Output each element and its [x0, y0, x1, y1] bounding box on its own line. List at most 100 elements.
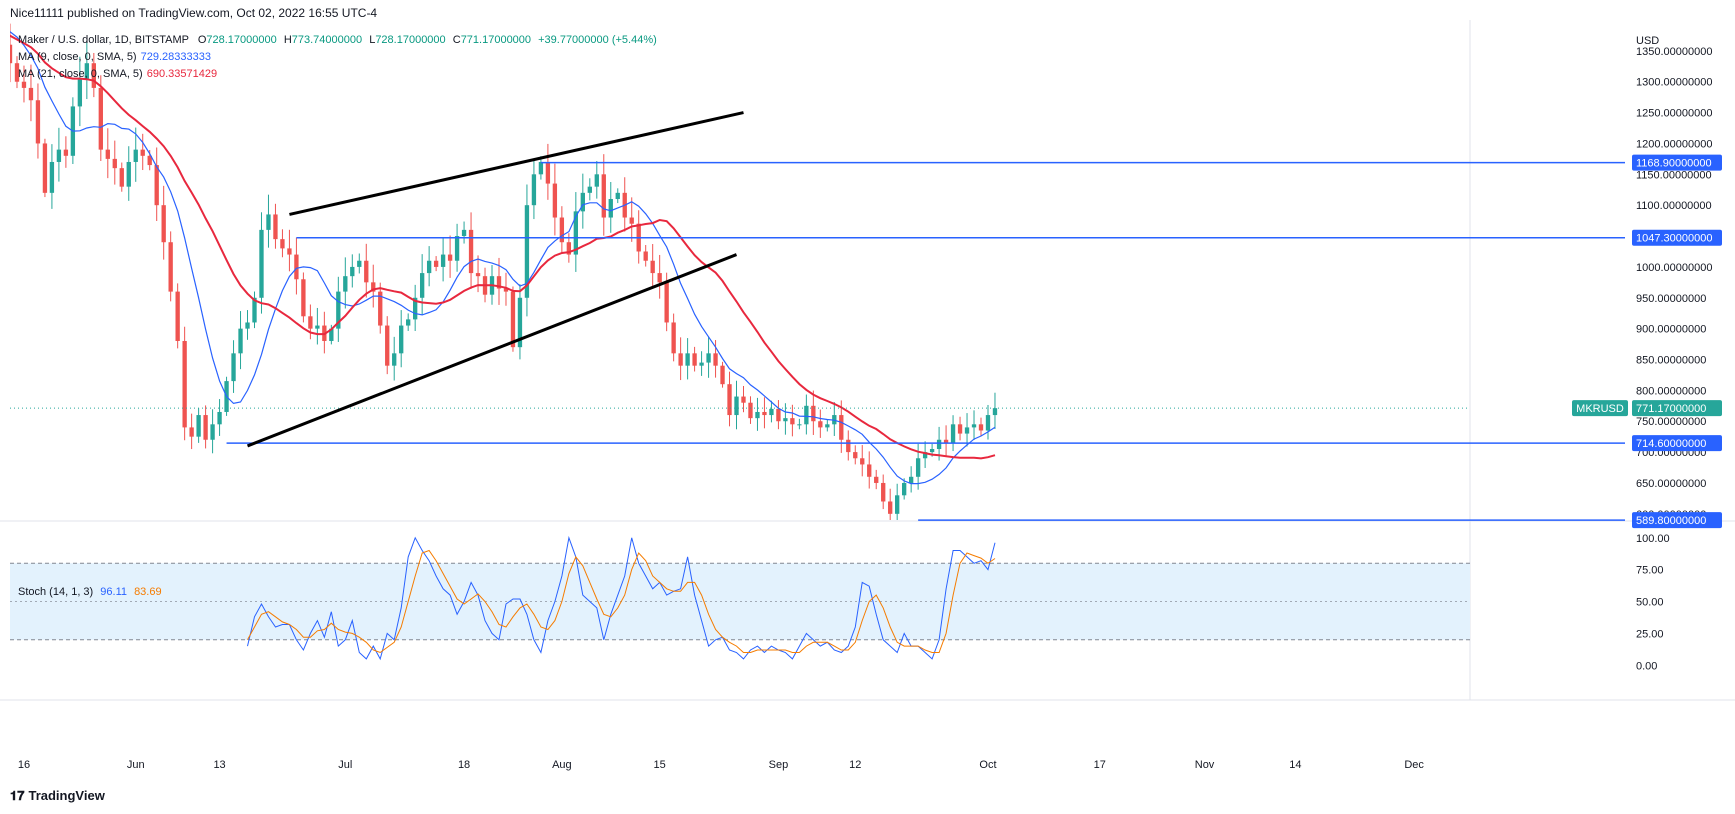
- candle-body: [943, 439, 949, 443]
- candle-body: [804, 405, 809, 425]
- candle-body: [517, 297, 523, 348]
- candle-body: [769, 408, 774, 416]
- level-label-text: 714.60000000: [1636, 438, 1706, 450]
- candle-body: [664, 282, 669, 323]
- stoch-pane: 0.00 25.00 50.00 75.00 100.00: [10, 533, 1670, 672]
- level-price-label: 1168.90000000: [1632, 154, 1722, 171]
- candle-body: [915, 458, 921, 477]
- candle-body: [273, 214, 278, 240]
- candle-body: [77, 78, 83, 107]
- candle-body: [14, 63, 20, 82]
- candle-body: [287, 248, 292, 255]
- candle-body: [98, 87, 103, 150]
- candle-body: [992, 408, 998, 416]
- candle-body: [175, 291, 180, 341]
- time-tick-label: Jul: [338, 759, 352, 771]
- price-tick-label: 800.00000000: [1636, 385, 1706, 397]
- time-tick-label: Oct: [979, 759, 996, 771]
- stoch-tick-label: 0.00: [1636, 660, 1657, 672]
- candle-body: [901, 482, 907, 496]
- time-tick-label: 18: [458, 759, 470, 771]
- candle-body: [343, 276, 348, 292]
- candle-body: [790, 418, 795, 425]
- candle-body: [608, 199, 613, 218]
- candle-body: [853, 452, 858, 459]
- candle-body: [762, 411, 767, 416]
- stoch-tick-label: 75.00: [1636, 565, 1664, 577]
- price-tick-label: 750.00000000: [1636, 416, 1706, 428]
- price-tick-label: 900.00000000: [1636, 324, 1706, 336]
- price-tick-label: 1250.00000000: [1636, 108, 1712, 120]
- candle-body: [566, 242, 572, 255]
- candle-body: [259, 229, 264, 298]
- candle-body: [657, 273, 662, 283]
- candle-body: [748, 402, 753, 419]
- candle-body: [461, 229, 467, 237]
- candle-body: [147, 155, 152, 166]
- candle-body: [545, 161, 551, 184]
- candle-body: [210, 424, 215, 440]
- level-label-bg: [1632, 435, 1722, 452]
- symbol-label: Maker / U.S. dollar, 1D, BITSTAMP: [18, 34, 189, 46]
- time-tick-label: Nov: [1195, 759, 1215, 771]
- publish-header: Nice11111 published on TradingView.com, …: [10, 6, 377, 20]
- candle-body: [406, 319, 411, 326]
- candle-body: [510, 291, 516, 348]
- price-axis: USD600.00000000650.00000000700.000000007…: [1636, 35, 1712, 521]
- candle-body: [364, 260, 369, 283]
- trend-line[interactable]: [289, 111, 744, 216]
- tradingview-brand[interactable]: 𝟏𝟕 TradingView: [10, 788, 105, 804]
- time-tick-label: Aug: [552, 759, 572, 771]
- candle-body: [741, 396, 746, 403]
- candle-body: [105, 149, 110, 159]
- candle-body: [378, 291, 383, 326]
- stoch-k-value: 96.11: [100, 586, 127, 598]
- candle-body: [496, 276, 502, 289]
- ohlc-legend: Maker / U.S. dollar, 1D, BITSTAMP O728.1…: [18, 34, 657, 46]
- candle-body: [671, 322, 676, 354]
- time-tick-label: Dec: [1404, 759, 1424, 771]
- candle-body: [888, 501, 893, 514]
- time-tick-label: 16: [18, 759, 30, 771]
- candle-body: [447, 254, 453, 261]
- candle-body: [531, 174, 537, 206]
- candle-body: [818, 421, 823, 428]
- candle-body: [713, 353, 718, 366]
- candle-body: [538, 161, 544, 175]
- low-value: 728.17000000: [375, 34, 446, 46]
- trend-line[interactable]: [246, 253, 738, 448]
- symbol-badge-text: MKRUSD: [1576, 403, 1624, 415]
- candle-body: [28, 87, 34, 101]
- candle-body: [559, 217, 565, 243]
- ma21-line: [10, 34, 996, 460]
- time-tick-label: Sep: [769, 759, 789, 771]
- candle-body: [189, 427, 194, 437]
- candle-body: [650, 260, 655, 274]
- candle-body: [35, 100, 41, 144]
- candle-body: [413, 297, 418, 320]
- publish-header-text: Nice11111 published on TradingView.com, …: [10, 6, 378, 20]
- time-tick-label: Jun: [127, 759, 145, 771]
- high-value: 773.74000000: [291, 34, 363, 46]
- stoch-tick-label: 100.00: [1636, 533, 1670, 545]
- time-tick-label: 14: [1289, 759, 1301, 771]
- candle-body: [49, 161, 55, 193]
- candle-body: [42, 143, 48, 193]
- candle-body: [56, 149, 62, 162]
- candle-body: [727, 384, 732, 416]
- close-value: 771.17000000: [460, 34, 532, 46]
- candle-body: [922, 452, 928, 459]
- candle-body: [301, 279, 306, 317]
- candle-body: [112, 158, 117, 169]
- candle-body: [357, 260, 362, 267]
- time-tick-label: 12: [849, 759, 861, 771]
- candle-body: [580, 192, 585, 212]
- level-label-bg: [1632, 154, 1722, 171]
- candle-body: [678, 353, 683, 366]
- price-tick-label: 1000.00000000: [1636, 262, 1712, 274]
- candle-body: [280, 239, 285, 249]
- candle-body: [929, 449, 935, 453]
- candle-body: [783, 418, 788, 422]
- price-tick-label: 1150.00000000: [1636, 169, 1712, 181]
